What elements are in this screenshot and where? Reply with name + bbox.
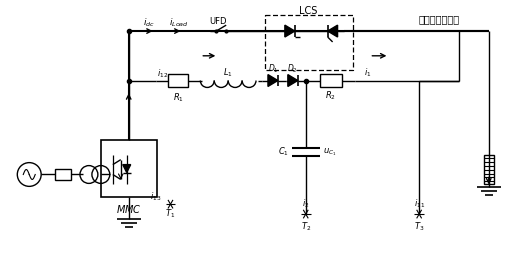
Text: $i_{Load}$: $i_{Load}$ xyxy=(168,17,188,29)
Polygon shape xyxy=(268,75,278,86)
Text: $T_3$: $T_3$ xyxy=(414,221,424,233)
Polygon shape xyxy=(328,25,337,37)
Text: $i_{12}$: $i_{12}$ xyxy=(157,67,168,80)
Text: UFD: UFD xyxy=(210,17,227,26)
Bar xyxy=(265,15,353,70)
Text: $i_1$: $i_1$ xyxy=(363,66,371,79)
Text: LCS: LCS xyxy=(298,6,317,16)
Bar xyxy=(168,74,188,87)
Text: $D_1$: $D_1$ xyxy=(268,62,278,75)
Polygon shape xyxy=(285,25,295,37)
Text: $C_1$: $C_1$ xyxy=(278,145,289,158)
Text: $D_2$: $D_2$ xyxy=(288,62,298,75)
Text: $u_{C_1}$: $u_{C_1}$ xyxy=(323,146,336,158)
Bar xyxy=(101,140,157,197)
Text: $R_2$: $R_2$ xyxy=(325,89,336,102)
Text: $T_2$: $T_2$ xyxy=(301,221,311,233)
Text: $R_1$: $R_1$ xyxy=(173,91,184,104)
Text: $MMC$: $MMC$ xyxy=(116,203,141,215)
Bar xyxy=(55,169,71,180)
Text: $L_1$: $L_1$ xyxy=(223,66,233,79)
Bar xyxy=(320,74,342,87)
Text: 通态低损耗支路: 通态低损耗支路 xyxy=(419,14,460,24)
Text: $i_{dc}$: $i_{dc}$ xyxy=(142,17,154,29)
Text: $i_2$: $i_2$ xyxy=(302,198,309,210)
Polygon shape xyxy=(123,164,131,172)
Text: $T_1$: $T_1$ xyxy=(165,208,176,220)
Text: $i_{13}$: $i_{13}$ xyxy=(150,191,161,204)
Polygon shape xyxy=(288,75,298,86)
Bar xyxy=(484,155,494,184)
Text: $i_{11}$: $i_{11}$ xyxy=(413,198,425,210)
